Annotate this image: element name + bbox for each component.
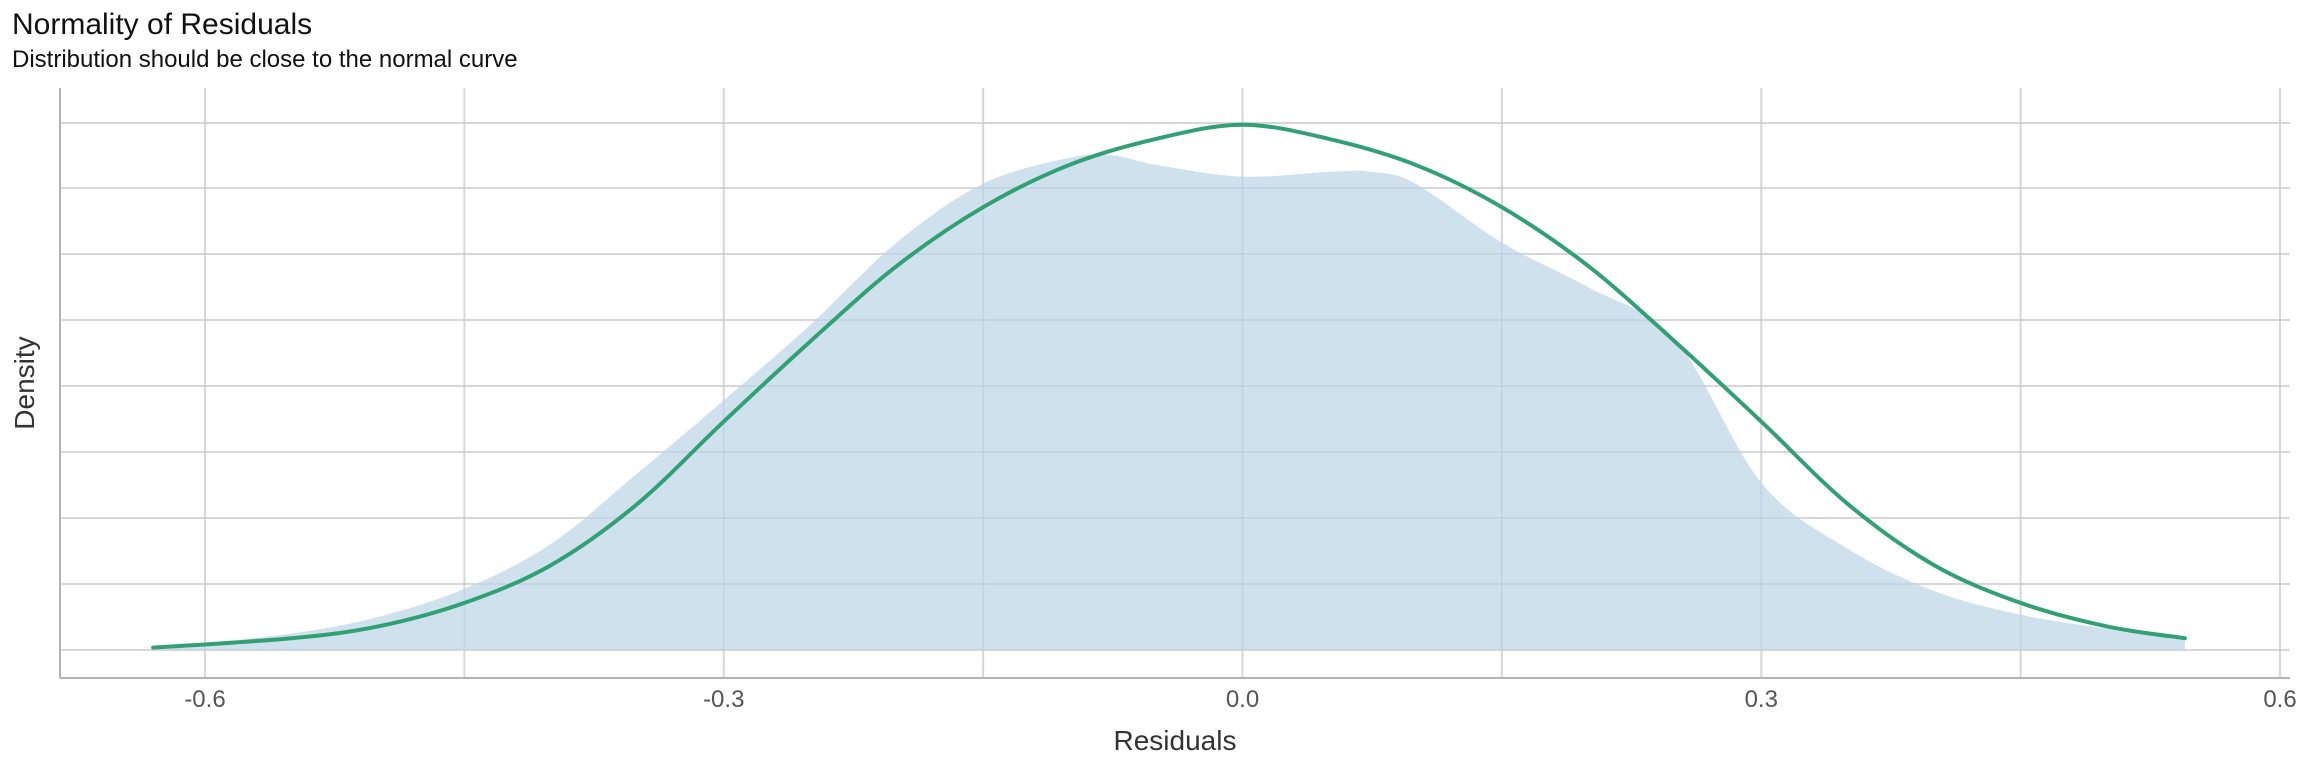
- x-tick-label: 0.3: [1745, 686, 1778, 713]
- normal-curve-line: [151, 122, 2187, 650]
- chart-marks: [60, 88, 2290, 678]
- x-tick-label: -0.3: [703, 686, 744, 713]
- x-tick-label: 0.0: [1226, 686, 1259, 713]
- y-axis-title: Density: [9, 336, 40, 429]
- x-axis-title: Residuals: [1114, 725, 1237, 756]
- grid-overlay: [60, 88, 2290, 678]
- density-area: [161, 154, 2185, 650]
- chart-subtitle: Distribution should be close to the norm…: [12, 46, 518, 73]
- x-tick-label: -0.6: [184, 686, 225, 713]
- chart-title: Normality of Residuals: [12, 8, 313, 41]
- x-tick-labels: -0.6 -0.3 0.0 0.3 0.6: [184, 686, 2296, 713]
- x-tick-label: 0.6: [2263, 686, 2296, 713]
